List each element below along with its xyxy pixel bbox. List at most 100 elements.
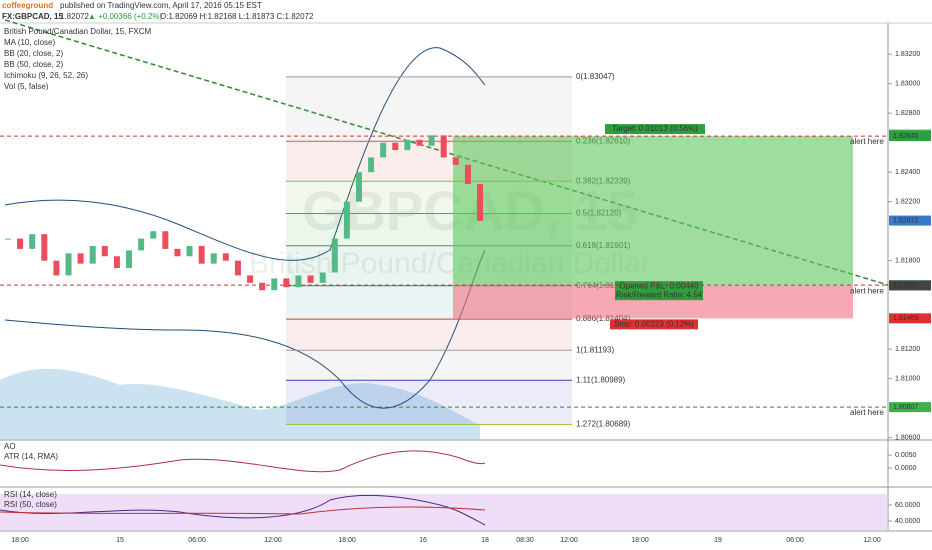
- candle: [89, 245, 96, 264]
- candle: [452, 157, 459, 165]
- rsi-line: [0, 494, 486, 526]
- published: published on TradingView.com, April 17, …: [60, 1, 262, 10]
- y-tick-label: 1.82400: [895, 169, 920, 176]
- candle: [247, 275, 254, 283]
- y-tick-label: 1.80600: [895, 434, 920, 441]
- candle: [404, 139, 411, 151]
- candle: [295, 275, 302, 288]
- price-marker-label: 1.82072: [893, 217, 918, 224]
- candle: [53, 260, 60, 276]
- candle: [113, 256, 120, 269]
- fib-zone: [286, 319, 572, 351]
- y-tick-label: 1.81800: [895, 258, 920, 265]
- candle: [440, 135, 447, 158]
- candle: [17, 238, 24, 249]
- candle: [138, 238, 145, 251]
- last: 1.82072: [60, 12, 89, 21]
- author: coffeeground: [2, 1, 53, 10]
- indicator-label: MA (10, close): [4, 38, 55, 47]
- x-tick-label: 06:00: [786, 537, 804, 544]
- price-marker: [889, 402, 931, 413]
- candle: [186, 245, 193, 257]
- price-marker-label: 1.81632: [893, 282, 918, 289]
- indicator-label: BB (50, close, 2): [4, 60, 63, 69]
- x-tick-label: 12:00: [863, 537, 881, 544]
- y-tick-label: 1.83200: [895, 51, 920, 58]
- target-zone: [453, 136, 853, 286]
- rsi-band: [0, 494, 888, 530]
- candle: [162, 231, 169, 249]
- stop-box: [610, 319, 698, 330]
- panel-label: ATR (14, RMA): [4, 452, 58, 461]
- price-marker-label: 1.81409: [893, 315, 918, 322]
- candle: [198, 245, 205, 264]
- x-tick-label: 15: [116, 537, 124, 544]
- candle: [234, 260, 241, 276]
- price-marker: [889, 280, 931, 291]
- candle: [319, 272, 326, 283]
- symbol: FX:GBPCAD, 15: [2, 12, 63, 21]
- candle: [355, 172, 362, 202]
- y-tick-label: 1.82200: [895, 199, 920, 206]
- candle: [477, 184, 483, 221]
- candle: [343, 201, 350, 239]
- fib-label: 1.11(1.80989): [576, 375, 626, 384]
- x-tick-label: 18:00: [631, 537, 649, 544]
- price-marker: [889, 313, 931, 324]
- fib-zone: [286, 76, 572, 142]
- candle: [392, 142, 399, 151]
- indicator-label: British Pound/Canadian Dollar, 15, FXCM: [4, 27, 152, 36]
- target-box: [605, 124, 705, 135]
- target-label: Target: 0.01013 (0.56%): [612, 124, 698, 133]
- candle: [464, 164, 471, 185]
- x-tick-label: 12:00: [560, 537, 578, 544]
- change: ▲ +0.00366 (+0.2%): [88, 12, 163, 21]
- candle: [126, 250, 133, 269]
- x-tick-label: 18:00: [11, 537, 29, 544]
- fib-zone: [286, 380, 572, 425]
- alert-label: alert here: [850, 408, 884, 417]
- candle: [101, 245, 108, 257]
- candle: [416, 139, 423, 146]
- panel-label: RSI (14, close): [4, 490, 57, 499]
- candle: [271, 278, 278, 291]
- y-tick-label: 60.0000: [895, 502, 920, 509]
- price-marker-label: 1.82645: [893, 133, 918, 140]
- x-tick-label: 16: [419, 537, 427, 544]
- y-tick-label: 40.0000: [895, 518, 920, 525]
- candle: [5, 238, 11, 240]
- candle: [428, 135, 435, 146]
- pnl-box: [615, 281, 703, 301]
- x-tick-label: 06:00: [188, 537, 206, 544]
- y-tick-label: 1.83000: [895, 81, 920, 88]
- x-tick-label: 18:00: [338, 537, 356, 544]
- indicator-label: Vol (5, false): [4, 82, 49, 91]
- x-tick-label: 08:30: [516, 537, 534, 544]
- candle: [283, 278, 290, 288]
- fib-zone: [286, 350, 572, 381]
- price-marker-label: 1.80807: [893, 404, 918, 411]
- rsi-slow-line: [0, 506, 486, 515]
- x-tick-label: 12:00: [264, 537, 282, 544]
- candle: [65, 253, 72, 276]
- indicator-label: BB (20, close, 2): [4, 49, 63, 58]
- fib-label: 1(1.81193): [576, 345, 614, 354]
- price-marker: [889, 131, 931, 142]
- candle: [307, 275, 314, 283]
- volume-area: [0, 368, 480, 440]
- fib-label: 0(1.83047): [576, 72, 615, 81]
- candle: [380, 142, 387, 158]
- fib-label: 1.272(1.80689): [576, 420, 631, 429]
- stop-label: Stop: 0.00223 (0.12%): [614, 319, 694, 328]
- candle: [368, 157, 375, 173]
- alert-label: alert here: [850, 286, 884, 295]
- rr-label: Risk/Reward Ratio: 4.54: [616, 290, 703, 299]
- y-tick-label: 1.81200: [895, 346, 920, 353]
- atr-line: [0, 450, 486, 473]
- bollinger-upper: [4, 47, 486, 261]
- candle: [29, 234, 36, 249]
- candle: [259, 282, 266, 291]
- pnl-label: Opened P&L: 0.00440: [619, 281, 699, 290]
- y-tick-label: 1.82800: [895, 110, 920, 117]
